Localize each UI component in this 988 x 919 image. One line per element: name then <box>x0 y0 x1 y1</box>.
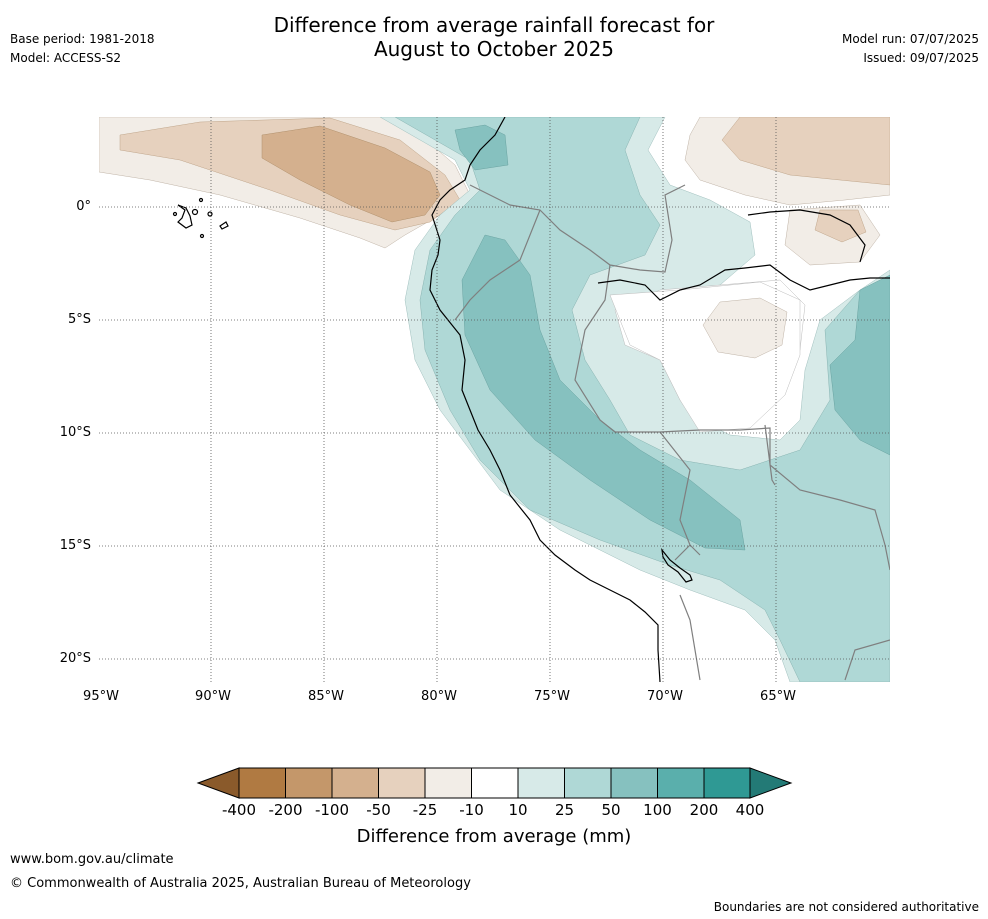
lat-tick-5s: 5°S <box>67 312 91 327</box>
title-line-2: August to October 2025 <box>373 37 615 61</box>
lon-tick-85w: 85°W <box>308 689 344 704</box>
gridlines <box>99 117 890 682</box>
lat-tick-20s: 20°S <box>59 651 91 666</box>
colorbar-bin-3 <box>331 767 379 799</box>
colorbar-bin-7 <box>517 767 565 799</box>
colorbar-tick: 100 <box>643 801 672 819</box>
colorbar-tick: -10 <box>459 801 484 819</box>
lon-tick-95w: 95°W <box>83 689 119 704</box>
colorbar-extend-high <box>749 767 793 799</box>
colorbar-tick: 50 <box>601 801 621 819</box>
dry-zone-amazon-2 <box>702 297 788 359</box>
model-name: Model: ACCESS-S2 <box>10 51 122 65</box>
boundaries-disclaimer: Boundaries are not considered authoritat… <box>713 900 979 914</box>
lon-tick-90w: 90°W <box>195 689 231 704</box>
colorbar-tick: -50 <box>366 801 391 819</box>
colorbar-tick: 400 <box>735 801 765 819</box>
colorbar <box>196 767 793 799</box>
issued-date: Issued: 09/07/2025 <box>863 51 979 65</box>
colorbar-bin-5 <box>424 767 472 799</box>
source-url[interactable]: www.bom.gov.au/climate <box>10 852 174 867</box>
colorbar-bin-8 <box>564 767 612 799</box>
colorbar-bin-2 <box>285 767 333 799</box>
colorbar-tick: -25 <box>412 801 438 819</box>
colorbar-tick: 10 <box>508 801 528 819</box>
galapagos-islands <box>172 197 229 239</box>
lat-tick-10s: 10°S <box>59 425 91 440</box>
dry-zone-inner <box>261 125 441 223</box>
lon-tick-70w: 70°W <box>647 689 683 704</box>
colorbar-extend-low <box>196 767 240 799</box>
lon-tick-80w: 80°W <box>421 689 457 704</box>
colorbar-title: Difference from average (mm) <box>356 826 632 847</box>
dry-zone-northeast-mid <box>721 117 890 186</box>
wet-zone-strong <box>461 234 746 551</box>
colorbar-bin-1 <box>238 767 286 799</box>
colorbar-bin-11 <box>703 767 751 799</box>
colorbar-bin-9 <box>610 767 658 799</box>
map-title: Difference from average rainfall forecas… <box>0 13 988 61</box>
lat-tick-15s: 15°S <box>59 538 91 553</box>
colorbar-tick: -400 <box>221 801 257 819</box>
lat-tick-0: 0° <box>76 199 91 214</box>
colorbar-tick: -100 <box>314 801 350 819</box>
wet-zone-strong-north <box>454 124 509 171</box>
lake-titicaca <box>661 547 693 583</box>
colorbar-bin-4 <box>378 767 426 799</box>
wet-zone-strong-east <box>829 274 890 456</box>
country-borders <box>454 184 890 681</box>
title-line-1: Difference from average rainfall forecas… <box>273 13 715 37</box>
colorbar-bin-6 <box>471 767 519 799</box>
map-area <box>99 117 890 682</box>
colorbar-bin-10 <box>657 767 705 799</box>
amazon-river <box>597 209 890 301</box>
colorbar-tick: 200 <box>689 801 719 819</box>
base-period: Base period: 1981-2018 <box>10 32 155 46</box>
wet-zone-medium <box>394 117 890 682</box>
lon-tick-65w: 65°W <box>760 689 796 704</box>
dry-zone-east-inner <box>814 209 867 243</box>
copyright-notice: © Commonwealth of Australia 2025, Austra… <box>10 876 471 891</box>
lon-tick-75w: 75°W <box>534 689 570 704</box>
colorbar-tick: -200 <box>268 801 303 819</box>
model-run-date: Model run: 07/07/2025 <box>841 32 979 46</box>
colorbar-tick: 25 <box>554 801 575 819</box>
coastline <box>429 117 661 682</box>
